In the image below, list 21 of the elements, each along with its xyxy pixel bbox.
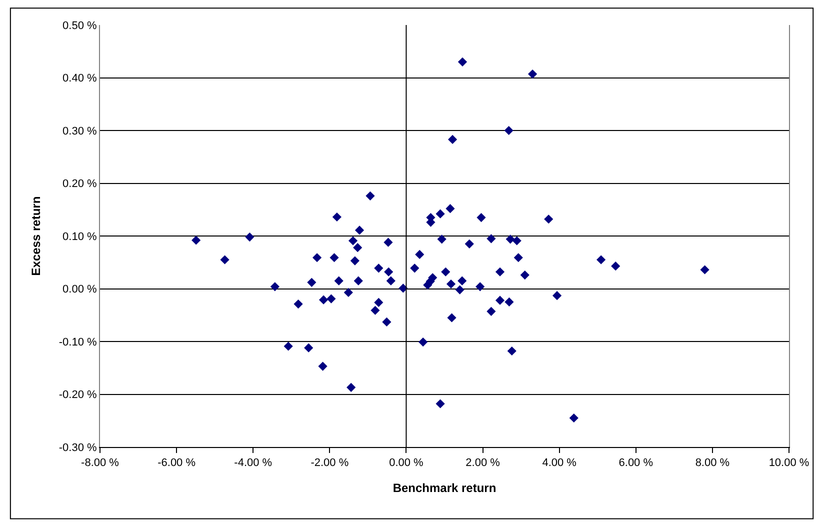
y-tick-label: 0.10 %: [62, 230, 98, 243]
x-tick-label: 6.00 %: [618, 457, 654, 470]
y-tick-label: -0.10 %: [58, 336, 98, 348]
x-tick-label: -8.00 %: [81, 457, 120, 470]
y-tick-label: 0.30 %: [62, 125, 98, 138]
x-axis-title: Benchmark return: [392, 481, 496, 496]
x-tick-label: 0.00 %: [389, 457, 424, 470]
y-tick-label: 0.50 %: [62, 20, 98, 32]
x-tick-label: -6.00 %: [158, 457, 196, 470]
y-tick-label: -0.30 %: [58, 442, 98, 454]
y-tick-label: 0.00 %: [62, 284, 98, 296]
y-tick-label: 0.20 %: [62, 178, 98, 190]
x-tick-label: 10.00 %: [768, 457, 810, 470]
x-tick-label: 4.00 %: [542, 457, 577, 470]
y-axis-title: Excess return: [29, 196, 44, 276]
x-tick-label: -4.00 %: [234, 457, 272, 470]
x-tick-label: 2.00 %: [466, 457, 500, 470]
y-tick-label: -0.20 %: [58, 389, 98, 402]
x-tick-label: -2.00 %: [310, 457, 349, 470]
x-tick-label: 8.00 %: [695, 457, 730, 470]
y-tick-label: 0.40 %: [62, 72, 98, 85]
